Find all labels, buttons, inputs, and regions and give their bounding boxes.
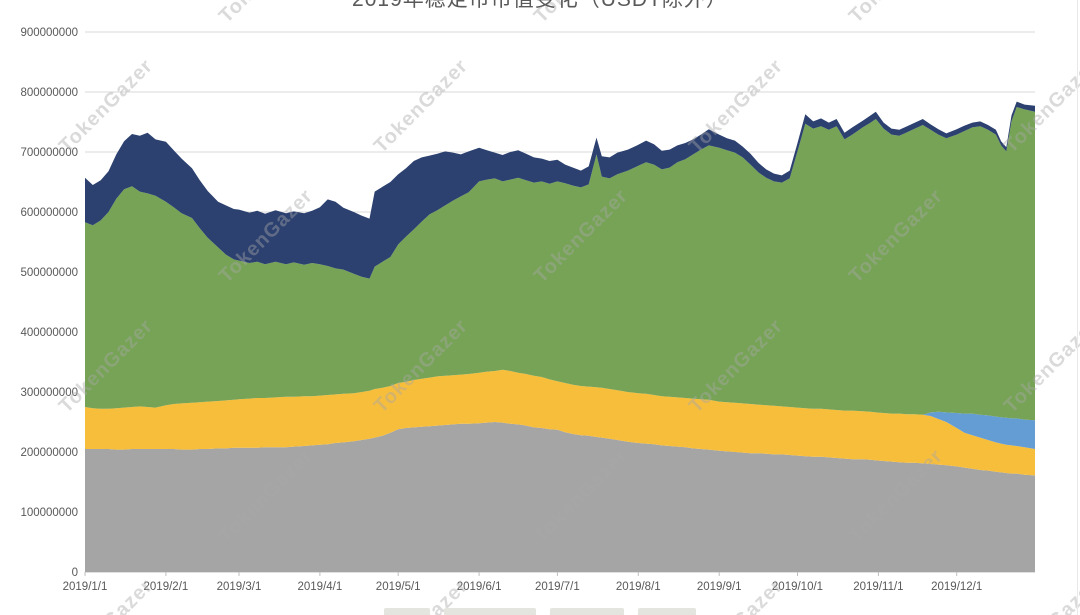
- x-tick-label: 2019/9/1: [697, 581, 742, 593]
- y-tick-label: 300000000: [20, 387, 78, 399]
- y-tick-label: 800000000: [20, 87, 78, 99]
- x-tick-label: 2019/2/1: [144, 581, 189, 593]
- y-tick-label: 600000000: [20, 207, 78, 219]
- x-tick-label: 2019/12/1: [931, 581, 982, 593]
- area-series-gold: [85, 369, 1035, 476]
- cutoff-caption-fragment: [550, 608, 624, 615]
- cutoff-caption: [384, 608, 696, 615]
- x-tick-label: 2019/8/1: [616, 581, 661, 593]
- cutoff-caption-fragment: [444, 608, 536, 615]
- y-tick-label: 900000000: [20, 27, 78, 39]
- x-tick-label: 2019/10/1: [772, 581, 823, 593]
- y-tick-label: 700000000: [20, 147, 78, 159]
- x-tick-label: 2019/5/1: [376, 581, 421, 593]
- area-series-dark_navy: [85, 101, 1035, 279]
- y-tick-label: 400000000: [20, 327, 78, 339]
- cutoff-caption-fragment: [638, 608, 696, 615]
- y-tick-label: 500000000: [20, 267, 78, 279]
- cutoff-caption-fragment: [384, 608, 430, 615]
- area-series-green: [85, 107, 1035, 421]
- y-tick-label: 0: [72, 567, 78, 579]
- y-tick-label: 200000000: [20, 447, 78, 459]
- x-tick-label: 2019/3/1: [217, 581, 262, 593]
- x-tick-label: 2019/4/1: [298, 581, 343, 593]
- y-tick-label: 100000000: [20, 507, 78, 519]
- area-series-gray: [85, 422, 1035, 572]
- chart-frame-edge: [1077, 0, 1078, 615]
- chart-title: 2019年稳定币市值变化（USDT除外）: [0, 0, 1080, 11]
- x-tick-label: 2019/11/1: [853, 581, 903, 593]
- x-tick-label: 2019/1/1: [63, 581, 108, 593]
- x-tick-label: 2019/7/1: [535, 581, 580, 593]
- x-tick-label: 2019/6/1: [457, 581, 502, 593]
